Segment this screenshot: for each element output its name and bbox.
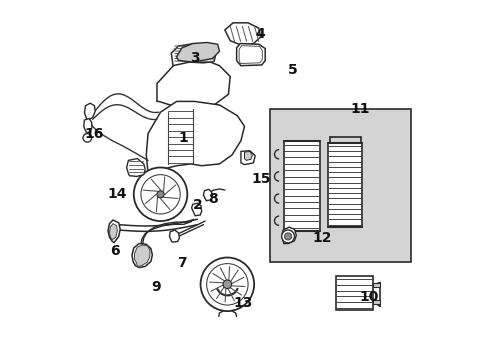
Polygon shape (157, 59, 230, 111)
Polygon shape (224, 23, 260, 45)
Text: 11: 11 (350, 102, 369, 116)
Polygon shape (372, 300, 380, 304)
Text: 13: 13 (233, 296, 252, 310)
Polygon shape (134, 245, 149, 266)
Text: 3: 3 (189, 51, 199, 65)
Polygon shape (191, 203, 201, 216)
Circle shape (157, 191, 164, 198)
Bar (335, 276, 372, 310)
Polygon shape (169, 230, 179, 242)
Polygon shape (239, 46, 262, 64)
Polygon shape (176, 42, 219, 62)
Polygon shape (146, 102, 244, 173)
Polygon shape (108, 220, 120, 243)
Text: 12: 12 (312, 231, 331, 245)
Text: 6: 6 (110, 244, 120, 258)
Polygon shape (244, 152, 252, 160)
Text: 9: 9 (151, 280, 161, 294)
Circle shape (281, 230, 294, 243)
Polygon shape (83, 118, 92, 133)
Polygon shape (241, 151, 255, 165)
Text: 15: 15 (251, 172, 271, 186)
Text: 16: 16 (84, 127, 103, 141)
Circle shape (83, 134, 91, 142)
Circle shape (141, 175, 180, 214)
Polygon shape (282, 227, 296, 244)
Polygon shape (372, 283, 380, 287)
Text: 8: 8 (208, 192, 218, 206)
Circle shape (284, 233, 291, 240)
Circle shape (200, 257, 254, 311)
Circle shape (134, 167, 187, 221)
Text: 2: 2 (193, 198, 203, 212)
FancyBboxPatch shape (269, 109, 410, 262)
Polygon shape (236, 44, 264, 66)
Bar (328, 143, 362, 227)
Polygon shape (84, 103, 95, 120)
Polygon shape (109, 224, 117, 240)
Circle shape (223, 280, 231, 289)
Circle shape (206, 264, 247, 305)
Text: 4: 4 (255, 27, 265, 41)
Polygon shape (132, 244, 152, 267)
Text: 1: 1 (179, 131, 188, 145)
Text: 10: 10 (359, 290, 378, 304)
Text: 5: 5 (287, 63, 297, 77)
Text: 7: 7 (177, 256, 186, 270)
Polygon shape (203, 189, 212, 201)
Bar (283, 141, 319, 231)
Polygon shape (126, 158, 145, 176)
Polygon shape (171, 44, 216, 66)
Text: 14: 14 (107, 186, 126, 201)
